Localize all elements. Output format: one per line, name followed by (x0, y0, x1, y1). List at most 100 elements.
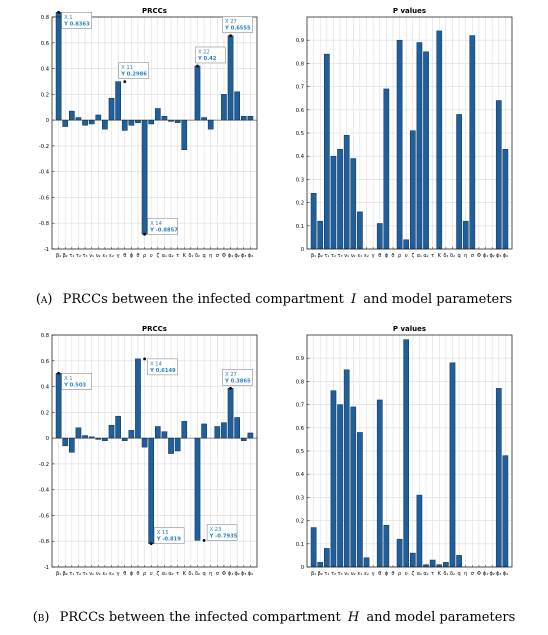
prcc-chart-infected: PRCCs -1 -0.8 -0.6 -0.4 -0.2 0 0.2 0.4 0.6 0.8 β₁ β₂… (39, 7, 258, 259)
x-tick-label: K (438, 571, 442, 577)
x-tick-label: ν₂ (351, 253, 356, 259)
bar (343, 135, 350, 250)
bar (350, 158, 357, 250)
datatip-box (206, 524, 238, 541)
bar (234, 417, 240, 439)
x-tick-label: ε₂ (364, 253, 369, 259)
bar (376, 223, 383, 250)
bar (502, 455, 509, 568)
x-tick-label: ν₁ (89, 253, 94, 259)
x-tick-label: ζ (411, 253, 414, 259)
y-tick-label: 0.2 (41, 92, 49, 98)
y-tick-label: 0.1 (296, 224, 304, 230)
bar (135, 119, 141, 123)
x-tick-label: τ (431, 253, 434, 259)
bar (69, 437, 75, 453)
x-tick-label: q (458, 253, 461, 259)
x-tick-label: τ₁ (324, 253, 329, 259)
caption-b-text: PRCCs between the infected compartment (59, 610, 341, 625)
bar (330, 390, 337, 568)
bar (469, 35, 476, 250)
x-tick-label: ν₂ (96, 253, 101, 259)
x-tick-label: β₂ (318, 253, 323, 259)
bar (436, 30, 443, 250)
bar (141, 119, 148, 235)
x-tick-label: ρ (143, 253, 146, 259)
bar (154, 108, 161, 121)
datatip-marker (229, 34, 232, 38)
y-tick-label: 0.7 (296, 85, 304, 91)
x-tick-label: q (203, 571, 206, 577)
bar (310, 193, 317, 250)
datatip-box (147, 217, 178, 235)
y-tick-label: 0.6 (296, 108, 304, 114)
x-tick-label: δ₁ (188, 571, 193, 577)
bar (154, 426, 161, 439)
bar (227, 35, 234, 121)
x-tick-label: q (203, 253, 206, 259)
datatip-marker (196, 64, 199, 68)
y-tick-label: 0.3 (296, 495, 304, 501)
x-tick-label: Φ (222, 571, 226, 577)
bar (449, 362, 456, 568)
y-tick-label: 0 (301, 565, 304, 571)
y-tick-label: 0.2 (296, 519, 304, 525)
y-tick-label: 0.8 (41, 333, 49, 339)
x-tick-label: ϕ₃ (496, 571, 501, 577)
bar (343, 369, 350, 568)
x-tick-label: σ (216, 253, 220, 259)
x-tick-label: α₁ (417, 571, 422, 577)
chart-title: P values (393, 7, 426, 15)
bar (383, 88, 390, 250)
x-tick-label: δ₂ (450, 571, 455, 577)
x-tick-label: ϕ₁ (228, 571, 233, 577)
y-tick-label: -0.2 (39, 462, 49, 468)
y-tick-label: 0.6 (41, 41, 49, 47)
y-tick-label: 0.6 (296, 426, 304, 432)
bar (403, 339, 410, 568)
x-tick-label: σ (216, 571, 220, 577)
x-tick-label: α₂ (423, 253, 428, 259)
x-tick-label: ζ (156, 253, 159, 259)
bar (317, 220, 324, 250)
bar (181, 421, 188, 439)
bar (214, 426, 221, 439)
bar (330, 155, 337, 250)
x-tick-label: γ (372, 253, 375, 259)
datatip-x-text: X 23 (210, 527, 222, 533)
x-tick-label: α₂ (168, 571, 173, 577)
datatip-marker (202, 538, 206, 542)
chart-title: PRCCs (142, 325, 167, 333)
bar (75, 427, 82, 439)
datatip-y-text: Y 0.8363 (63, 21, 90, 27)
x-tick-label: ϕ₃ (241, 571, 246, 577)
datatip-x-text: X 14 (150, 221, 163, 227)
bar (337, 404, 343, 568)
bar (502, 148, 509, 250)
bar (409, 552, 416, 568)
datatip-marker (57, 371, 61, 375)
x-tick-label: ϕ₂ (235, 253, 240, 259)
x-tick-label: ϕ (385, 253, 389, 259)
x-tick-label: τ₂ (76, 253, 81, 259)
caption-a: (a) PRCCs between the infected compartme… (0, 292, 548, 307)
bar (115, 415, 121, 439)
x-tick-label: ρ (398, 253, 401, 259)
y-tick-label: 0 (301, 247, 304, 253)
datatip-y-text: Y -0.819 (156, 537, 182, 543)
y-tick-label: 0.2 (296, 201, 304, 207)
bar (141, 437, 148, 448)
datatip-x-text: X 27 (225, 19, 237, 25)
y-tick-label: 0.4 (41, 67, 50, 73)
bar (95, 114, 102, 121)
bar (221, 422, 227, 439)
bar (148, 119, 155, 125)
x-tick-label: τ (176, 571, 179, 577)
bar (102, 437, 108, 441)
x-tick-label: α₂ (423, 571, 428, 577)
y-tick-label: -0.8 (39, 221, 49, 227)
y-tick-label: 0.5 (296, 131, 304, 137)
x-tick-label: δ₁ (443, 253, 448, 259)
bar (128, 430, 135, 439)
